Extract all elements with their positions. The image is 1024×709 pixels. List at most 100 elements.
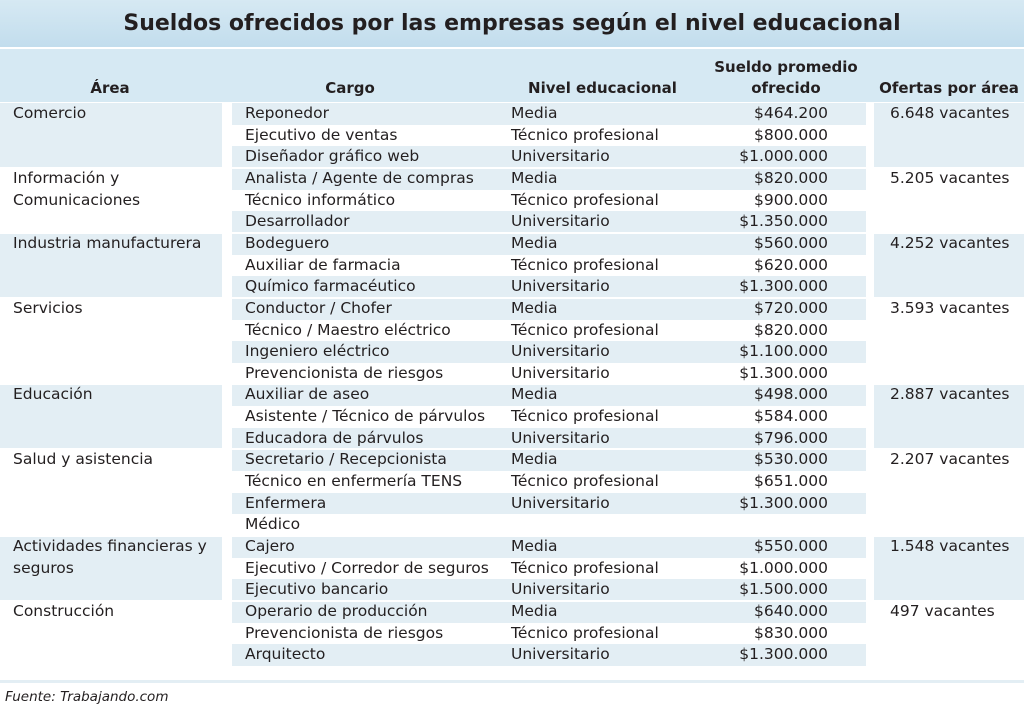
- page-title: Sueldos ofrecidos por las empresas según…: [123, 11, 901, 36]
- sueldo-cell: [700, 514, 828, 536]
- cargo-cell: Bodeguero: [245, 233, 330, 252]
- group-divider: [0, 383, 1024, 386]
- table-row: Conductor / Chofer Media $720.000: [0, 297, 1024, 320]
- sueldo-cell: $1.300.000: [739, 493, 828, 512]
- nivel-cell: Universitario: [511, 428, 610, 447]
- sueldo-cell: $1.100.000: [739, 342, 828, 361]
- nivel-cell: Media: [511, 298, 558, 317]
- row-stripe: [232, 167, 866, 190]
- sueldo-cell: $640.000: [754, 601, 828, 620]
- table-row: Asistente / Técnico de párvulos Técnico p…: [0, 406, 1024, 428]
- table-row: Técnico en enfermería TENS Técnico profes…: [0, 471, 1024, 493]
- group-divider: [0, 448, 1024, 451]
- cargo-cell: Enfermera: [245, 493, 327, 512]
- cargo-cell: Ejecutivo / Corredor de seguros: [245, 558, 489, 577]
- nivel-cell: Universitario: [511, 147, 610, 166]
- table-row: Prevencionista de riesgos Técnico profesi…: [0, 622, 1024, 645]
- table-row: Reponedor Media $464.200: [0, 103, 1024, 125]
- group-divider: [0, 535, 1024, 537]
- row-stripe: [232, 232, 866, 255]
- row-stripe: [232, 557, 866, 580]
- ofertas-cell-bg: [874, 384, 1024, 450]
- ofertas-cell-bg: [874, 167, 1024, 233]
- group-divider: [0, 231, 1024, 234]
- ofertas-cell-bg: [874, 232, 1024, 298]
- sueldo-cell: $720.000: [754, 298, 828, 317]
- row-stripe: [232, 124, 866, 147]
- sueldo-cell: $1.300.000: [739, 645, 828, 664]
- sueldo-cell: $1.000.000: [739, 558, 828, 577]
- ofertas-cell-bg: [874, 103, 1024, 168]
- nivel-cell: Media: [511, 233, 558, 252]
- table-row: Ejecutivo bancario Universitario $1.500.00…: [0, 579, 1024, 601]
- sueldo-cell: $651.000: [754, 472, 828, 491]
- sueldo-cell: $820.000: [754, 168, 828, 187]
- area-cell-bg: [0, 297, 222, 385]
- group-divider: [0, 296, 1024, 299]
- nivel-cell: Media: [511, 537, 558, 555]
- sueldo-cell: $620.000: [754, 255, 828, 274]
- row-stripe: [232, 622, 866, 645]
- cargo-cell: Ejecutivo bancario: [245, 580, 389, 599]
- table-row: Auxiliar de aseo Media $498.000: [0, 384, 1024, 407]
- table-header: Área Cargo Nivel educacional Sueldo prom…: [0, 49, 1024, 102]
- area-cell-bg: [0, 232, 222, 298]
- area-cell-bg: [0, 103, 222, 168]
- table-row: Bodeguero Media $560.000: [0, 232, 1024, 255]
- source-footer: Fuente: Trabajando.com: [5, 689, 169, 705]
- header-ofertas: Ofertas por área: [879, 79, 1019, 97]
- nivel-cell: Técnico profesional: [511, 125, 659, 144]
- header-sueldo-line1: Sueldo promedio: [714, 58, 858, 76]
- table-row: Médico: [0, 514, 1024, 537]
- cargo-cell: Prevencionista de riesgos: [245, 363, 444, 382]
- ofertas-cell-bg: [874, 600, 1024, 666]
- table-row: Técnico informático Técnico profesional $9…: [0, 189, 1024, 212]
- row-stripe: [232, 384, 866, 407]
- cargo-cell: Técnico informático: [245, 190, 396, 209]
- row-stripe: [232, 536, 866, 558]
- row-stripe: [232, 471, 866, 493]
- sueldo-cell: $1.500.000: [739, 580, 828, 599]
- cargo-cell: Operario de producción: [245, 601, 428, 620]
- ofertas-cell-bg: [874, 449, 1024, 536]
- area-cell-bg: [0, 600, 222, 666]
- table-row: Educadora de párvulos Universitario $796.0…: [0, 427, 1024, 450]
- cargo-cell: Desarrollador: [245, 212, 350, 231]
- sueldo-cell: $464.200: [754, 104, 828, 122]
- cargo-cell: Ingeniero eléctrico: [245, 342, 390, 361]
- row-stripe: [232, 579, 866, 601]
- nivel-cell: Técnico profesional: [511, 623, 659, 642]
- nivel-cell: Técnico profesional: [511, 558, 659, 577]
- nivel-cell: Universitario: [511, 493, 610, 512]
- table-row: Cajero Media $550.000: [0, 536, 1024, 558]
- nivel-cell: Media: [511, 450, 558, 469]
- nivel-cell: Media: [511, 601, 558, 620]
- cargo-cell: Ejecutivo de ventas: [245, 125, 398, 144]
- cargo-cell: Conductor / Chofer: [245, 298, 392, 317]
- table-row: Arquitecto Universitario $1.300.000: [0, 644, 1024, 666]
- nivel-cell: Universitario: [511, 342, 610, 361]
- group-divider: [0, 599, 1024, 602]
- cargo-cell: Asistente / Técnico de párvulos: [245, 407, 486, 426]
- nivel-cell: Técnico profesional: [511, 190, 659, 209]
- title-bar: Sueldos ofrecidos por las empresas según…: [0, 0, 1024, 49]
- table-row: Analista / Agente de compras Media $820.00…: [0, 167, 1024, 190]
- header-nivel: Nivel educacional: [528, 79, 677, 97]
- row-stripe: [232, 211, 866, 233]
- row-stripe: [232, 644, 866, 666]
- sueldo-cell: $900.000: [754, 190, 828, 209]
- nivel-cell: Técnico profesional: [511, 320, 659, 339]
- nivel-cell: Técnico profesional: [511, 255, 659, 274]
- cargo-cell: Técnico / Maestro eléctrico: [245, 320, 451, 339]
- header-sueldo-line2: ofrecido: [751, 79, 821, 97]
- area-cell-bg: [0, 384, 222, 450]
- ofertas-cell-bg: [874, 536, 1024, 601]
- sueldo-cell: $1.300.000: [739, 363, 828, 382]
- row-stripe: [232, 146, 866, 168]
- table-row: Ejecutivo / Corredor de seguros Técnico p…: [0, 557, 1024, 580]
- row-stripe: [232, 449, 866, 472]
- sueldo-cell: $1.300.000: [739, 277, 828, 296]
- table-row: Técnico / Maestro eléctrico Técnico profe…: [0, 319, 1024, 342]
- table-row: Diseñador gráfico web Universitario $1.000…: [0, 146, 1024, 168]
- row-stripe: [232, 103, 866, 125]
